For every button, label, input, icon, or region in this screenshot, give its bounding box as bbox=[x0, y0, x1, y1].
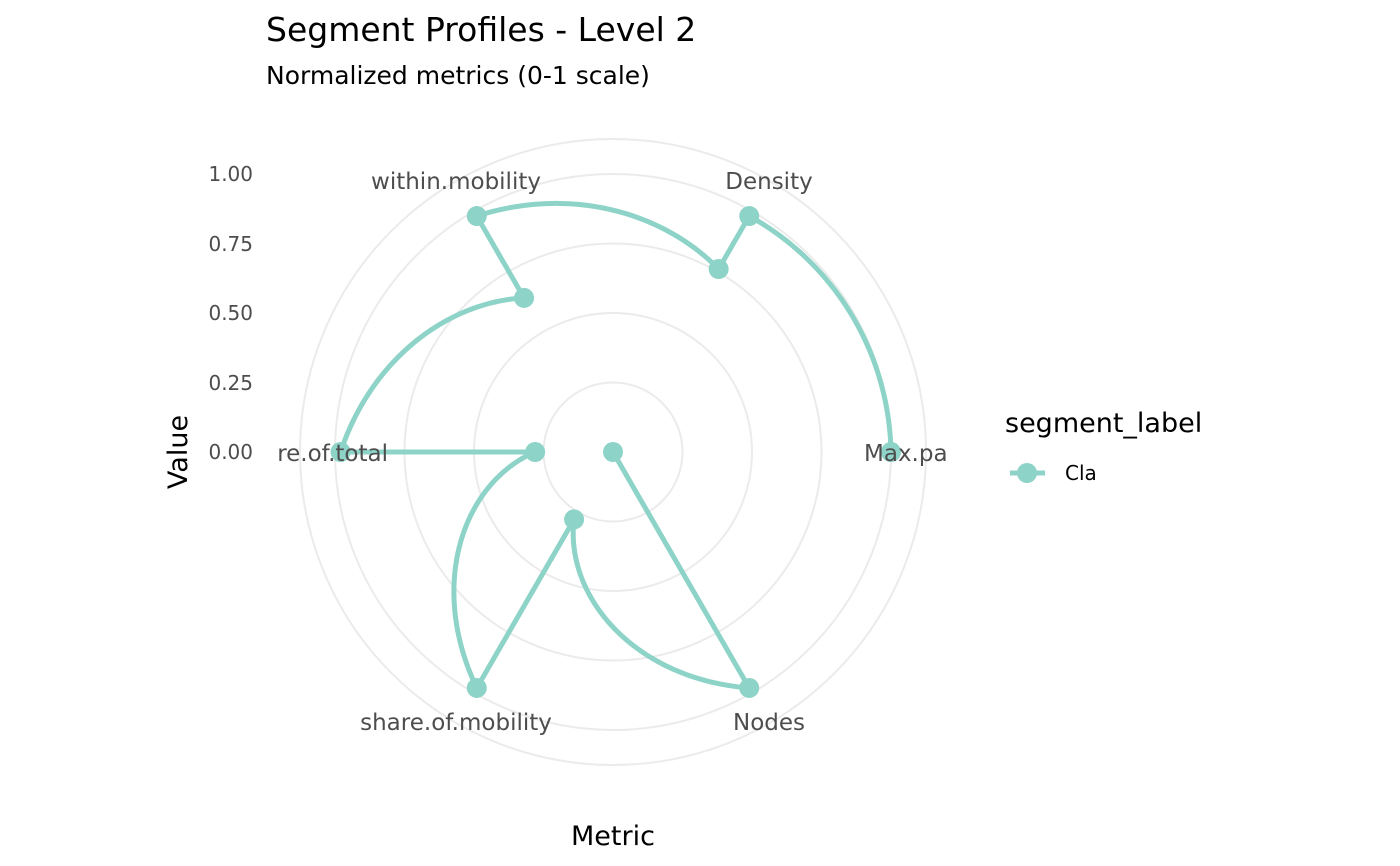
chart-subtitle: Normalized metrics (0-1 scale) bbox=[266, 61, 650, 90]
y-tick-label: 0.00 bbox=[208, 440, 253, 464]
legend-entry-label: Cla bbox=[1065, 461, 1097, 485]
legend-point-swatch bbox=[1017, 463, 1037, 483]
metric-label: within.mobility bbox=[371, 169, 541, 195]
y-tick-label: 0.50 bbox=[208, 301, 253, 325]
metric-label: Max.pa bbox=[864, 441, 948, 467]
data-point bbox=[739, 677, 760, 698]
data-point bbox=[708, 259, 729, 280]
grid-ring-outer bbox=[299, 138, 927, 766]
data-point bbox=[330, 442, 351, 462]
data-point bbox=[514, 287, 535, 308]
y-tick-label: 1.00 bbox=[208, 162, 253, 186]
y-tick-label: 0.75 bbox=[208, 232, 253, 256]
data-point bbox=[466, 206, 487, 227]
metric-label: share.of.mobility bbox=[360, 710, 552, 736]
y-axis-title: Value bbox=[163, 415, 194, 489]
legend-title: segment_label bbox=[1005, 408, 1202, 439]
metric-label: re.of.total bbox=[277, 441, 388, 467]
metric-label: Nodes bbox=[733, 710, 805, 736]
data-point bbox=[881, 442, 901, 462]
legend: segment_label Cla bbox=[1005, 408, 1202, 485]
data-point bbox=[603, 442, 623, 462]
metric-label: Density bbox=[725, 169, 812, 195]
x-axis-title: Metric bbox=[571, 821, 655, 852]
chart-title: Segment Profiles - Level 2 bbox=[266, 10, 696, 49]
series-points bbox=[330, 206, 901, 698]
data-point bbox=[739, 206, 760, 227]
data-point bbox=[564, 509, 585, 530]
data-point bbox=[466, 677, 487, 698]
data-point bbox=[525, 442, 546, 462]
y-tick-label: 0.25 bbox=[208, 371, 253, 395]
